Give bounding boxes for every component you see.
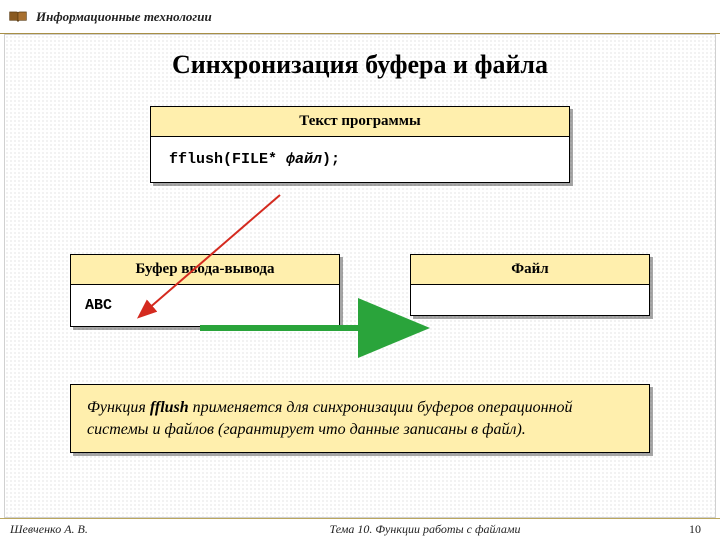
file-panel-content xyxy=(411,285,649,315)
buffer-panel-content: ABC xyxy=(71,285,339,326)
desc-funcname: fflush xyxy=(150,399,189,416)
footer-page: 10 xyxy=(670,518,720,540)
book-icon xyxy=(8,9,28,25)
slide-title: Синхронизация буфера и файла xyxy=(0,50,720,80)
code-prefix: fflush(FILE* xyxy=(169,151,286,168)
footer-author: Шевченко А. В. xyxy=(0,518,180,540)
header-bar: Информационные технологии xyxy=(0,0,720,34)
description-text: Функция fflush применяется для синхрониз… xyxy=(71,385,649,452)
program-panel-header: Текст программы xyxy=(151,107,569,137)
file-panel-header: Файл xyxy=(411,255,649,285)
desc-prefix: Функция xyxy=(87,399,150,416)
buffer-panel: Буфер ввода-вывода ABC xyxy=(70,254,340,327)
program-code: fflush(FILE* файл); xyxy=(151,137,569,182)
footer: Шевченко А. В. Тема 10. Функции работы с… xyxy=(0,518,720,540)
file-panel: Файл xyxy=(410,254,650,316)
header-course-title: Информационные технологии xyxy=(36,9,212,25)
code-suffix: ); xyxy=(322,151,340,168)
description-panel: Функция fflush применяется для синхрониз… xyxy=(70,384,650,453)
program-text-panel: Текст программы fflush(FILE* файл); xyxy=(150,106,570,183)
code-arg: файл xyxy=(286,151,322,168)
buffer-panel-header: Буфер ввода-вывода xyxy=(71,255,339,285)
footer-topic: Тема 10. Функции работы с файлами xyxy=(180,518,670,540)
